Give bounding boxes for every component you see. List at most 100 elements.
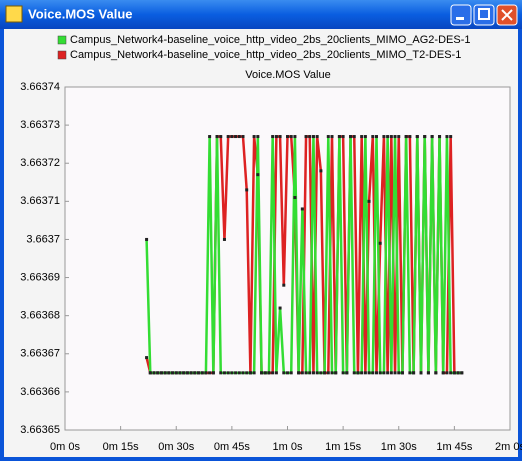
minimize-button[interactable]	[450, 4, 472, 26]
data-point	[237, 135, 241, 139]
data-point	[185, 371, 189, 375]
data-point	[308, 135, 312, 139]
data-point	[319, 169, 323, 173]
data-point	[230, 371, 234, 375]
data-point	[297, 371, 301, 375]
data-point	[286, 135, 289, 139]
data-point	[204, 371, 208, 375]
data-point	[200, 371, 204, 375]
data-point	[319, 371, 323, 375]
data-point	[356, 371, 360, 375]
y-tick-label: 3.66369	[20, 271, 60, 283]
y-tick-label: 3.66368	[20, 310, 60, 322]
data-point	[145, 356, 149, 360]
data-point	[260, 371, 264, 375]
data-point	[311, 135, 315, 139]
data-point	[415, 135, 419, 139]
x-tick-label: 1m 15s	[325, 441, 362, 453]
data-point	[282, 283, 286, 287]
data-point	[345, 371, 349, 375]
data-point	[393, 371, 397, 375]
data-point	[182, 371, 186, 375]
data-point	[371, 135, 375, 139]
data-point	[178, 371, 182, 375]
data-point	[241, 371, 245, 375]
data-point	[423, 135, 427, 139]
data-point	[449, 371, 453, 375]
minimize-icon	[456, 17, 464, 20]
data-point	[271, 135, 275, 139]
data-point	[430, 135, 434, 139]
data-point	[174, 371, 178, 375]
data-point	[226, 371, 230, 375]
legend-label: Campus_Network4-baseline_voice_http_vide…	[70, 34, 471, 46]
data-point	[352, 371, 356, 375]
data-point	[289, 135, 293, 139]
window-title: Voice.MOS Value	[28, 6, 133, 21]
data-point	[330, 371, 334, 375]
data-point	[197, 371, 200, 375]
data-point	[434, 371, 438, 375]
y-tick-label: 3.6637	[26, 233, 60, 245]
data-point	[219, 371, 223, 375]
data-point	[323, 371, 327, 375]
data-point	[193, 371, 197, 375]
y-tick-label: 3.66374	[20, 81, 60, 93]
x-tick-label: 2m 0s	[495, 441, 522, 453]
data-point	[167, 371, 171, 375]
data-point	[293, 196, 297, 200]
data-point	[389, 135, 393, 139]
data-point	[241, 135, 245, 139]
window-icon	[5, 5, 23, 23]
data-point	[452, 371, 456, 375]
data-point	[375, 135, 378, 139]
data-point	[256, 135, 260, 139]
y-tick-label: 3.66373	[20, 119, 60, 131]
data-point	[215, 135, 219, 139]
data-point	[397, 135, 401, 139]
data-point	[378, 241, 382, 245]
data-point	[271, 371, 275, 375]
data-point	[145, 237, 149, 241]
chart-title: Voice.MOS Value	[245, 69, 330, 81]
data-point	[300, 371, 304, 375]
data-point	[311, 371, 315, 375]
data-point	[412, 371, 416, 375]
data-point	[352, 135, 356, 139]
data-point	[456, 371, 460, 375]
x-tick-label: 0m 0s	[50, 441, 80, 453]
x-tick-label: 1m 0s	[273, 441, 303, 453]
data-point	[159, 371, 163, 375]
data-point	[315, 135, 319, 139]
data-point	[360, 371, 364, 375]
data-point	[408, 135, 412, 139]
data-point	[341, 135, 345, 139]
data-point	[237, 371, 241, 375]
x-tick-label: 0m 15s	[103, 441, 140, 453]
data-point	[382, 371, 386, 375]
data-point	[274, 135, 278, 139]
data-point	[393, 135, 397, 139]
data-point	[378, 371, 382, 375]
data-point	[389, 371, 393, 375]
x-tick-label: 0m 45s	[214, 441, 251, 453]
maximize-icon	[478, 8, 490, 20]
data-point	[460, 371, 464, 375]
data-point	[426, 371, 430, 375]
data-point	[267, 371, 271, 375]
data-point	[400, 371, 404, 375]
data-point	[419, 371, 423, 375]
data-point	[230, 135, 234, 139]
data-point	[219, 135, 223, 139]
data-point	[386, 371, 390, 375]
data-point	[226, 135, 230, 139]
data-point	[408, 371, 412, 375]
data-point	[263, 371, 267, 375]
data-point	[304, 371, 308, 375]
data-point	[404, 135, 408, 139]
data-point	[256, 173, 260, 177]
data-point	[148, 371, 152, 375]
close-icon	[501, 9, 513, 21]
y-tick-label: 3.66365	[20, 424, 60, 436]
x-tick-label: 0m 30s	[158, 441, 195, 453]
